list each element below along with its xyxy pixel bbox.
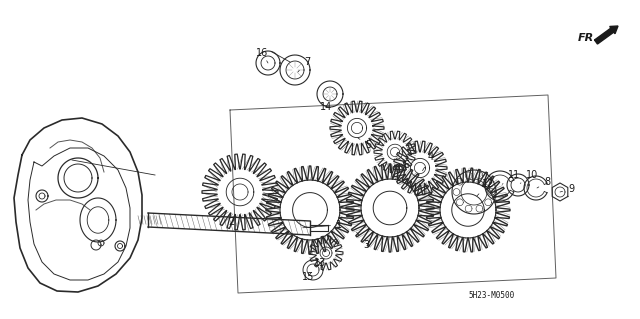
Text: 3: 3 — [356, 232, 369, 250]
Text: 16: 16 — [256, 48, 268, 63]
Text: 15: 15 — [302, 272, 314, 282]
Text: 9: 9 — [560, 184, 574, 194]
Text: 1: 1 — [303, 220, 342, 230]
Text: 12: 12 — [477, 179, 494, 196]
Text: 13: 13 — [314, 258, 326, 268]
Text: 11: 11 — [502, 170, 520, 184]
Text: 8: 8 — [537, 177, 550, 188]
Text: 4: 4 — [422, 152, 434, 171]
Text: FR.: FR. — [578, 33, 599, 43]
Text: 5H23-M0500: 5H23-M0500 — [468, 291, 515, 300]
Text: 14: 14 — [320, 99, 332, 112]
Text: 2: 2 — [228, 214, 241, 227]
Text: 5: 5 — [358, 138, 371, 150]
Text: 7: 7 — [298, 57, 310, 72]
Text: 10: 10 — [520, 170, 538, 183]
Text: 6: 6 — [396, 158, 409, 170]
FancyArrow shape — [595, 26, 618, 44]
